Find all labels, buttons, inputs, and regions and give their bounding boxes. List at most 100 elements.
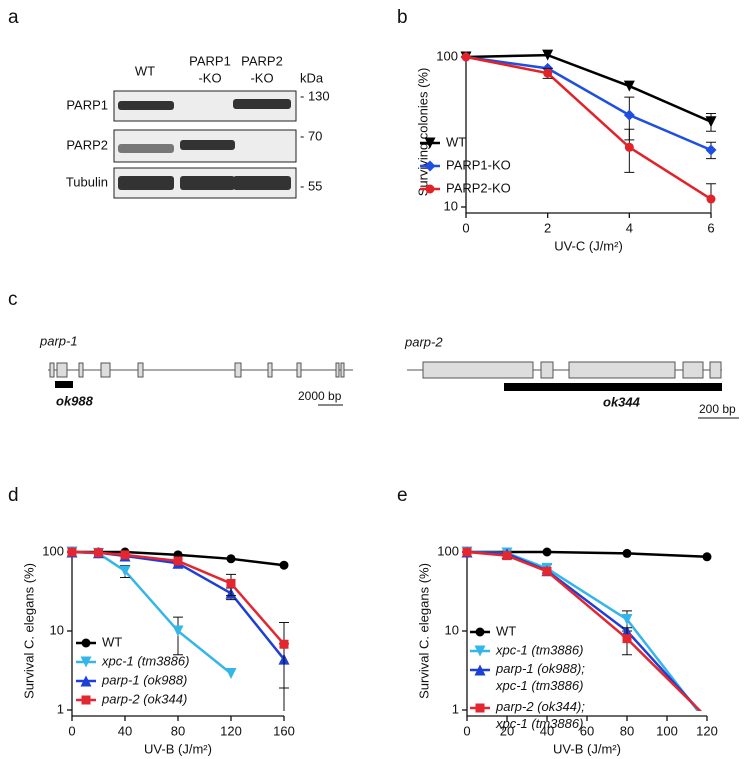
legend-marker	[81, 638, 91, 648]
marker	[225, 667, 237, 679]
scale-label: 2000 bp	[298, 389, 342, 403]
band	[118, 101, 174, 110]
y-tick-label: 100	[436, 48, 458, 63]
exon	[340, 362, 345, 378]
marker	[622, 634, 632, 644]
legend-label: PARP1-KO	[446, 157, 511, 172]
panel-label: e	[397, 485, 408, 506]
legend-marker	[425, 184, 435, 194]
marker	[623, 80, 635, 92]
panel-label: c	[8, 289, 18, 310]
exon	[682, 361, 704, 379]
row-label: PARP2	[66, 137, 108, 152]
legend-marker	[80, 656, 92, 668]
band	[118, 144, 174, 153]
legend-marker	[475, 627, 485, 637]
y-tick-label: 1	[452, 701, 459, 716]
y-tick-label: 100	[437, 543, 459, 558]
legend-label: WT	[102, 634, 122, 649]
exon	[49, 362, 55, 378]
mw-marker: - 70	[300, 128, 322, 143]
marker	[543, 68, 553, 78]
column-label: PARP2	[241, 53, 283, 68]
marker	[621, 613, 633, 625]
x-tick-label: 160	[273, 723, 295, 738]
legend-label: parp-1 (ok988)	[101, 672, 187, 687]
marker	[702, 552, 712, 562]
exon	[78, 362, 84, 378]
marker	[705, 144, 717, 156]
x-axis-label: UV-C (J/m²)	[554, 238, 623, 253]
legend-label: PARP2-KO	[446, 180, 511, 195]
unit-label: kDa	[300, 70, 324, 85]
western-blot: WT PARP1 -KO PARP2 -KO kDa PARP1 PARP2 T…	[66, 53, 330, 199]
exon	[234, 362, 242, 378]
mw-marker: - 55	[300, 178, 322, 193]
column-label: PARP1	[189, 53, 231, 68]
legend-label: WT	[496, 623, 516, 638]
x-axis-label: UV-B (J/m²)	[553, 741, 621, 756]
x-tick-label: 6	[707, 220, 714, 235]
marker	[542, 566, 552, 576]
marker	[461, 52, 471, 62]
x-tick-label: 40	[118, 723, 132, 738]
panel-label: d	[8, 485, 19, 506]
y-tick-label: 100	[42, 543, 64, 558]
marker	[173, 556, 183, 566]
marker	[624, 142, 634, 152]
panel-label: a	[8, 7, 19, 28]
marker	[502, 551, 512, 561]
gene-models	[48, 361, 739, 419]
column-label: -KO	[250, 70, 273, 85]
x-axis-label: UV-B (J/m²)	[144, 741, 212, 756]
x-tick-label: 0	[463, 723, 470, 738]
x-tick-label: 120	[220, 723, 242, 738]
y-tick-label: 10	[50, 622, 64, 637]
legend-label: parp-1 (ok988); xpc-1 (tm3886)	[495, 661, 585, 693]
x-tick-label: 2	[544, 220, 551, 235]
marker	[226, 578, 236, 588]
exon	[422, 361, 534, 379]
exon	[568, 361, 676, 379]
exon	[709, 361, 722, 379]
legend-marker	[424, 137, 436, 149]
gene-name: parp-2	[404, 334, 443, 349]
band	[180, 176, 235, 190]
row-label: PARP1	[66, 97, 108, 112]
y-axis-label: Survival C. elegans (%)	[21, 563, 36, 699]
marker	[119, 565, 131, 577]
exon	[267, 362, 273, 378]
exon	[56, 362, 68, 378]
series-line	[465, 53, 712, 123]
band	[233, 176, 291, 190]
legend-label: parp-2 (ok344)	[101, 691, 187, 706]
marker	[705, 116, 717, 128]
legend-label: parp-2 (ok344); xpc-1 (tm3886)	[495, 699, 585, 731]
x-tick-label: 100	[656, 723, 678, 738]
exon	[296, 362, 302, 378]
x-tick-label: 0	[462, 220, 469, 235]
band	[118, 176, 174, 190]
allele-name: ok344	[603, 394, 641, 409]
legend-label: WT	[446, 134, 466, 149]
exon	[540, 361, 554, 379]
marker	[120, 550, 130, 560]
exon	[137, 362, 144, 378]
exon	[335, 362, 340, 378]
exon	[100, 362, 111, 378]
x-tick-label: 0	[68, 723, 75, 738]
legend-marker	[80, 675, 92, 687]
x-tick-label: 80	[620, 723, 634, 738]
row-label: Tubulin	[66, 174, 108, 189]
panel-label: b	[397, 7, 408, 28]
column-label: WT	[135, 63, 155, 78]
y-tick-label: 10	[444, 198, 458, 213]
legend-label: xpc-1 (tm3886)	[101, 653, 189, 668]
marker	[94, 548, 103, 558]
legend-marker	[475, 703, 485, 713]
deletion-bar	[504, 383, 722, 391]
y-axis-label: Survival C. elegans (%)	[416, 563, 431, 699]
plot-area	[66, 546, 290, 711]
legend-marker	[424, 160, 436, 172]
